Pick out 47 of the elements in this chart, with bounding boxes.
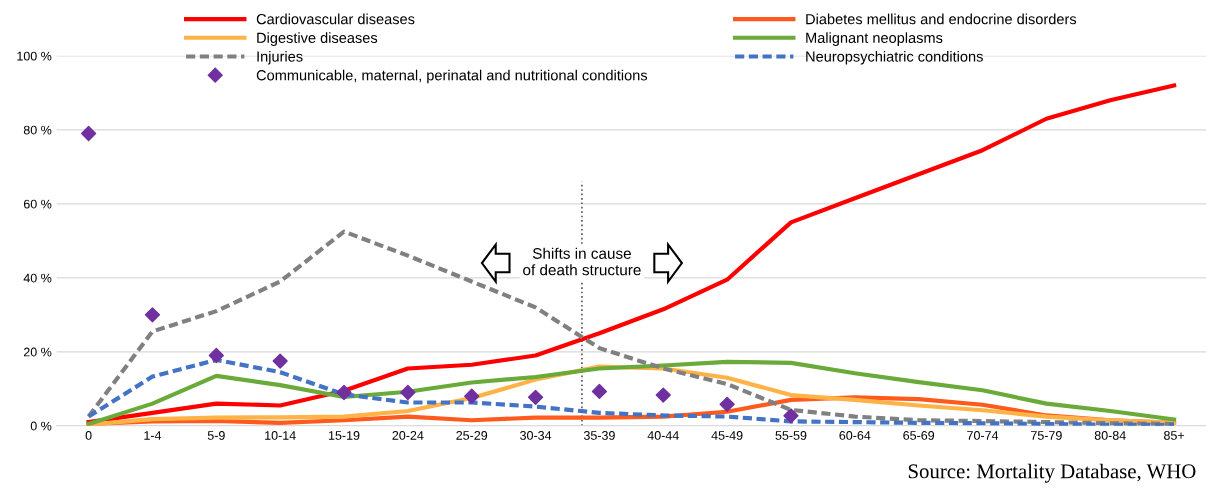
y-tick-label: 80 % — [23, 125, 52, 135]
legend-label: Malignant neoplasms — [806, 32, 943, 46]
x-tick-label: 0 — [85, 431, 92, 440]
y-tick-label: 20 % — [23, 347, 52, 357]
legend-label: Injuries — [257, 51, 303, 65]
x-tick-label: 15-19 — [328, 431, 360, 440]
legend-label: Diabetes mellitus and endocrine disorders — [806, 13, 1077, 25]
point — [272, 353, 288, 369]
x-tick-label: 85+ — [1164, 431, 1185, 440]
y-tick-label: 0 % — [30, 421, 52, 431]
line-series — [86, 229, 1177, 426]
legend-label: Digestive diseases — [257, 32, 378, 46]
x-tick-label: 45-49 — [711, 431, 743, 440]
legend-label: Communicable, maternal, perinatal and nutritional conditions — [256, 69, 648, 84]
y-tick-label: 60 % — [23, 199, 52, 209]
point — [591, 383, 608, 400]
point — [464, 388, 480, 404]
point — [719, 396, 735, 412]
point — [655, 387, 671, 403]
x-tick-label: 10-14 — [265, 431, 296, 440]
x-tick-label: 65-69 — [903, 431, 935, 440]
y-tick-label: 40 % — [23, 273, 52, 283]
x-tick-label: 80-84 — [1094, 431, 1126, 440]
x-tick-label: 60-64 — [839, 431, 871, 440]
legend-label: Neuropsychiatric conditions — [806, 51, 983, 65]
y-tick-label: 100 % — [17, 51, 52, 61]
point — [336, 384, 352, 401]
x-tick-label: 75-79 — [1031, 431, 1062, 440]
x-tick-label: 30-34 — [520, 431, 552, 440]
x-tick-label: 40-44 — [647, 431, 679, 440]
source-note: Source: Mortality Database, WHO — [908, 463, 1196, 483]
x-tick-label: 1-4 — [144, 431, 162, 440]
x-tick-label: 25-29 — [456, 431, 488, 440]
line-series — [86, 83, 1177, 425]
x-tick-label: 55-59 — [775, 431, 807, 440]
legend-label: Cardiovascular diseases — [256, 13, 415, 25]
point — [783, 408, 799, 424]
x-tick-label: 35-39 — [583, 431, 615, 440]
x-tick-label: 20-24 — [392, 431, 424, 440]
point — [527, 389, 544, 405]
x-tick-label: 70-74 — [967, 431, 999, 440]
point — [400, 384, 416, 401]
point — [144, 307, 161, 323]
point — [208, 347, 224, 364]
point — [80, 125, 97, 142]
annotation: Shifts in cause of death structure — [523, 247, 641, 276]
x-tick-label: 5-9 — [207, 431, 225, 440]
